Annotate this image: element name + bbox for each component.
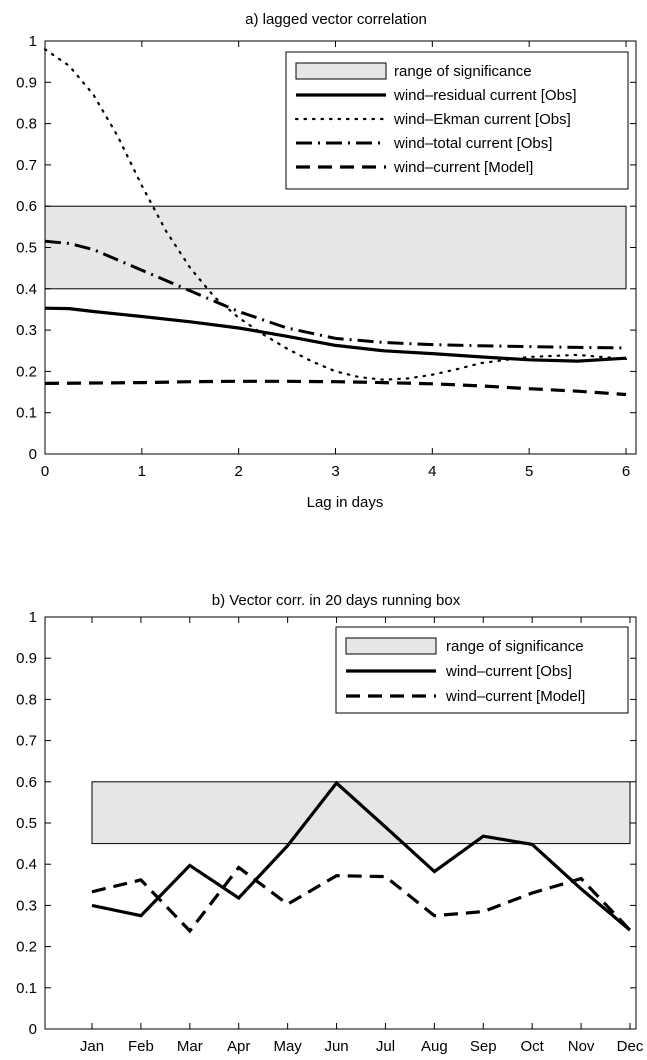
- panel-b-xtick-label-1: Feb: [128, 1038, 154, 1055]
- panel-b-ytick-label-8: 0.8: [16, 691, 37, 708]
- panel-b-xtick-label-3: Apr: [227, 1038, 250, 1055]
- panel-b-series-line-1: [91, 865, 632, 934]
- panel-a: a) lagged vector correlation 00.10.20.30…: [16, 11, 637, 511]
- panel-a-ytick-label-7: 0.7: [16, 157, 37, 174]
- panel-a-ytick-label-1: 0.1: [16, 405, 37, 422]
- panel-b-xtick-label-10: Nov: [568, 1038, 595, 1055]
- panel-b-xtick-label-8: Sep: [470, 1038, 497, 1055]
- panel-b-series-line-0: [91, 780, 632, 932]
- panel-b-ytick-label-3: 0.3: [16, 897, 37, 914]
- panel-a-ytick-label-8: 0.8: [16, 116, 37, 133]
- panel-b-ytick-label-9: 0.9: [16, 650, 37, 667]
- panel-b-ytick-label-0: 0: [29, 1021, 37, 1038]
- panel-a-ticks: 0 0.1 0.2 0.3 0.4 0.5 0.6 0.7 0.8 0.9 1 0 1 2 3 4 5 6: [16, 33, 636, 480]
- panel-b-xtick-label-6: Jul: [376, 1038, 395, 1055]
- panel-a-title: a) lagged vector correlation: [245, 11, 427, 28]
- panel-b-ytick-label-5: 0.5: [16, 815, 37, 832]
- panel-b-legend-label-0: range of significance: [446, 638, 584, 655]
- panel-a-ytick-label-9: 0.9: [16, 74, 37, 91]
- panel-a-xtick-label-4: 4: [428, 463, 436, 480]
- panel-b-xtick-label-7: Aug: [421, 1038, 448, 1055]
- panel-b-series-group: [91, 780, 632, 934]
- panel-a-ytick-label-6: 0.6: [16, 198, 37, 215]
- panel-b-ticks: 0 0.1 0.2 0.3 0.4 0.5 0.6 0.7 0.8 0.9 1 Jan Feb Mar Ap…: [16, 609, 644, 1055]
- panel-b-xtick-label-11: Dec: [617, 1038, 644, 1055]
- panel-a-ytick-label-2: 0.2: [16, 363, 37, 380]
- panel-a-legend-label-1: wind–residual current [Obs]: [393, 87, 577, 104]
- panel-b-ytick-label-6: 0.6: [16, 774, 37, 791]
- panel-b-significance-rect: [91, 781, 631, 845]
- panel-a-ytick-label-0: 0: [29, 446, 37, 463]
- panel-a-legend-label-3: wind–total current [Obs]: [393, 135, 552, 152]
- panel-a-legend-swatch-0: [295, 62, 387, 80]
- panel-b-legend-label-2: wind–current [Model]: [445, 688, 585, 705]
- panel-a-significance-rect: [44, 205, 627, 290]
- panel-a-legend-label-2: wind–Ekman current [Obs]: [393, 111, 571, 128]
- panel-a-xtick-label-6: 6: [622, 463, 630, 480]
- panel-b-ytick-label-10: 1: [29, 609, 37, 626]
- panel-b-xtick-label-5: Jun: [324, 1038, 348, 1055]
- panel-b-xtick-label-4: May: [273, 1038, 302, 1055]
- panel-a-xtick-label-5: 5: [525, 463, 533, 480]
- panel-b-title: b) Vector corr. in 20 days running box: [212, 592, 461, 609]
- panel-a-xtick-label-0: 0: [41, 463, 49, 480]
- panel-a-series-line-3: [44, 379, 627, 397]
- panel-b-xtick-label-2: Mar: [177, 1038, 203, 1055]
- panel-b-xtick-label-9: Oct: [521, 1038, 545, 1055]
- panel-b-ytick-label-4: 0.4: [16, 856, 37, 873]
- panel-a-xtick-label-3: 3: [331, 463, 339, 480]
- panel-a-xtick-label-1: 1: [138, 463, 146, 480]
- panel-b-legend-swatch-0: [345, 637, 437, 655]
- panel-a-legend-label-4: wind–current [Model]: [393, 159, 533, 176]
- panel-a-series-line-0: [44, 306, 627, 363]
- panel-a-xlabel: Lag in days: [307, 494, 384, 511]
- panel-a-ytick-label-10: 1: [29, 33, 37, 50]
- panel-b-significance-band: [91, 781, 631, 845]
- panel-a-series-line-2: [44, 239, 627, 350]
- panel-a-ytick-label-5: 0.5: [16, 240, 37, 257]
- panel-b-ytick-label-1: 0.1: [16, 980, 37, 997]
- panel-a-legend: range of significance wind–residual curre…: [285, 51, 629, 190]
- panel-b-ytick-label-2: 0.2: [16, 939, 37, 956]
- panel-b: b) Vector corr. in 20 days running box 0…: [16, 592, 644, 1055]
- panel-b-legend: range of significance wind–current [Obs] w…: [335, 626, 629, 714]
- panel-a-ytick-label-4: 0.4: [16, 281, 37, 298]
- panel-a-series-group: [43, 48, 628, 397]
- panel-b-legend-label-1: wind–current [Obs]: [445, 663, 572, 680]
- panel-a-ytick-label-3: 0.3: [16, 322, 37, 339]
- panel-b-ytick-label-7: 0.7: [16, 733, 37, 750]
- panel-b-xtick-label-0: Jan: [80, 1038, 104, 1055]
- panel-a-xtick-label-2: 2: [234, 463, 242, 480]
- panel-a-legend-label-0: range of significance: [394, 63, 532, 80]
- panel-a-significance-band: [44, 205, 627, 290]
